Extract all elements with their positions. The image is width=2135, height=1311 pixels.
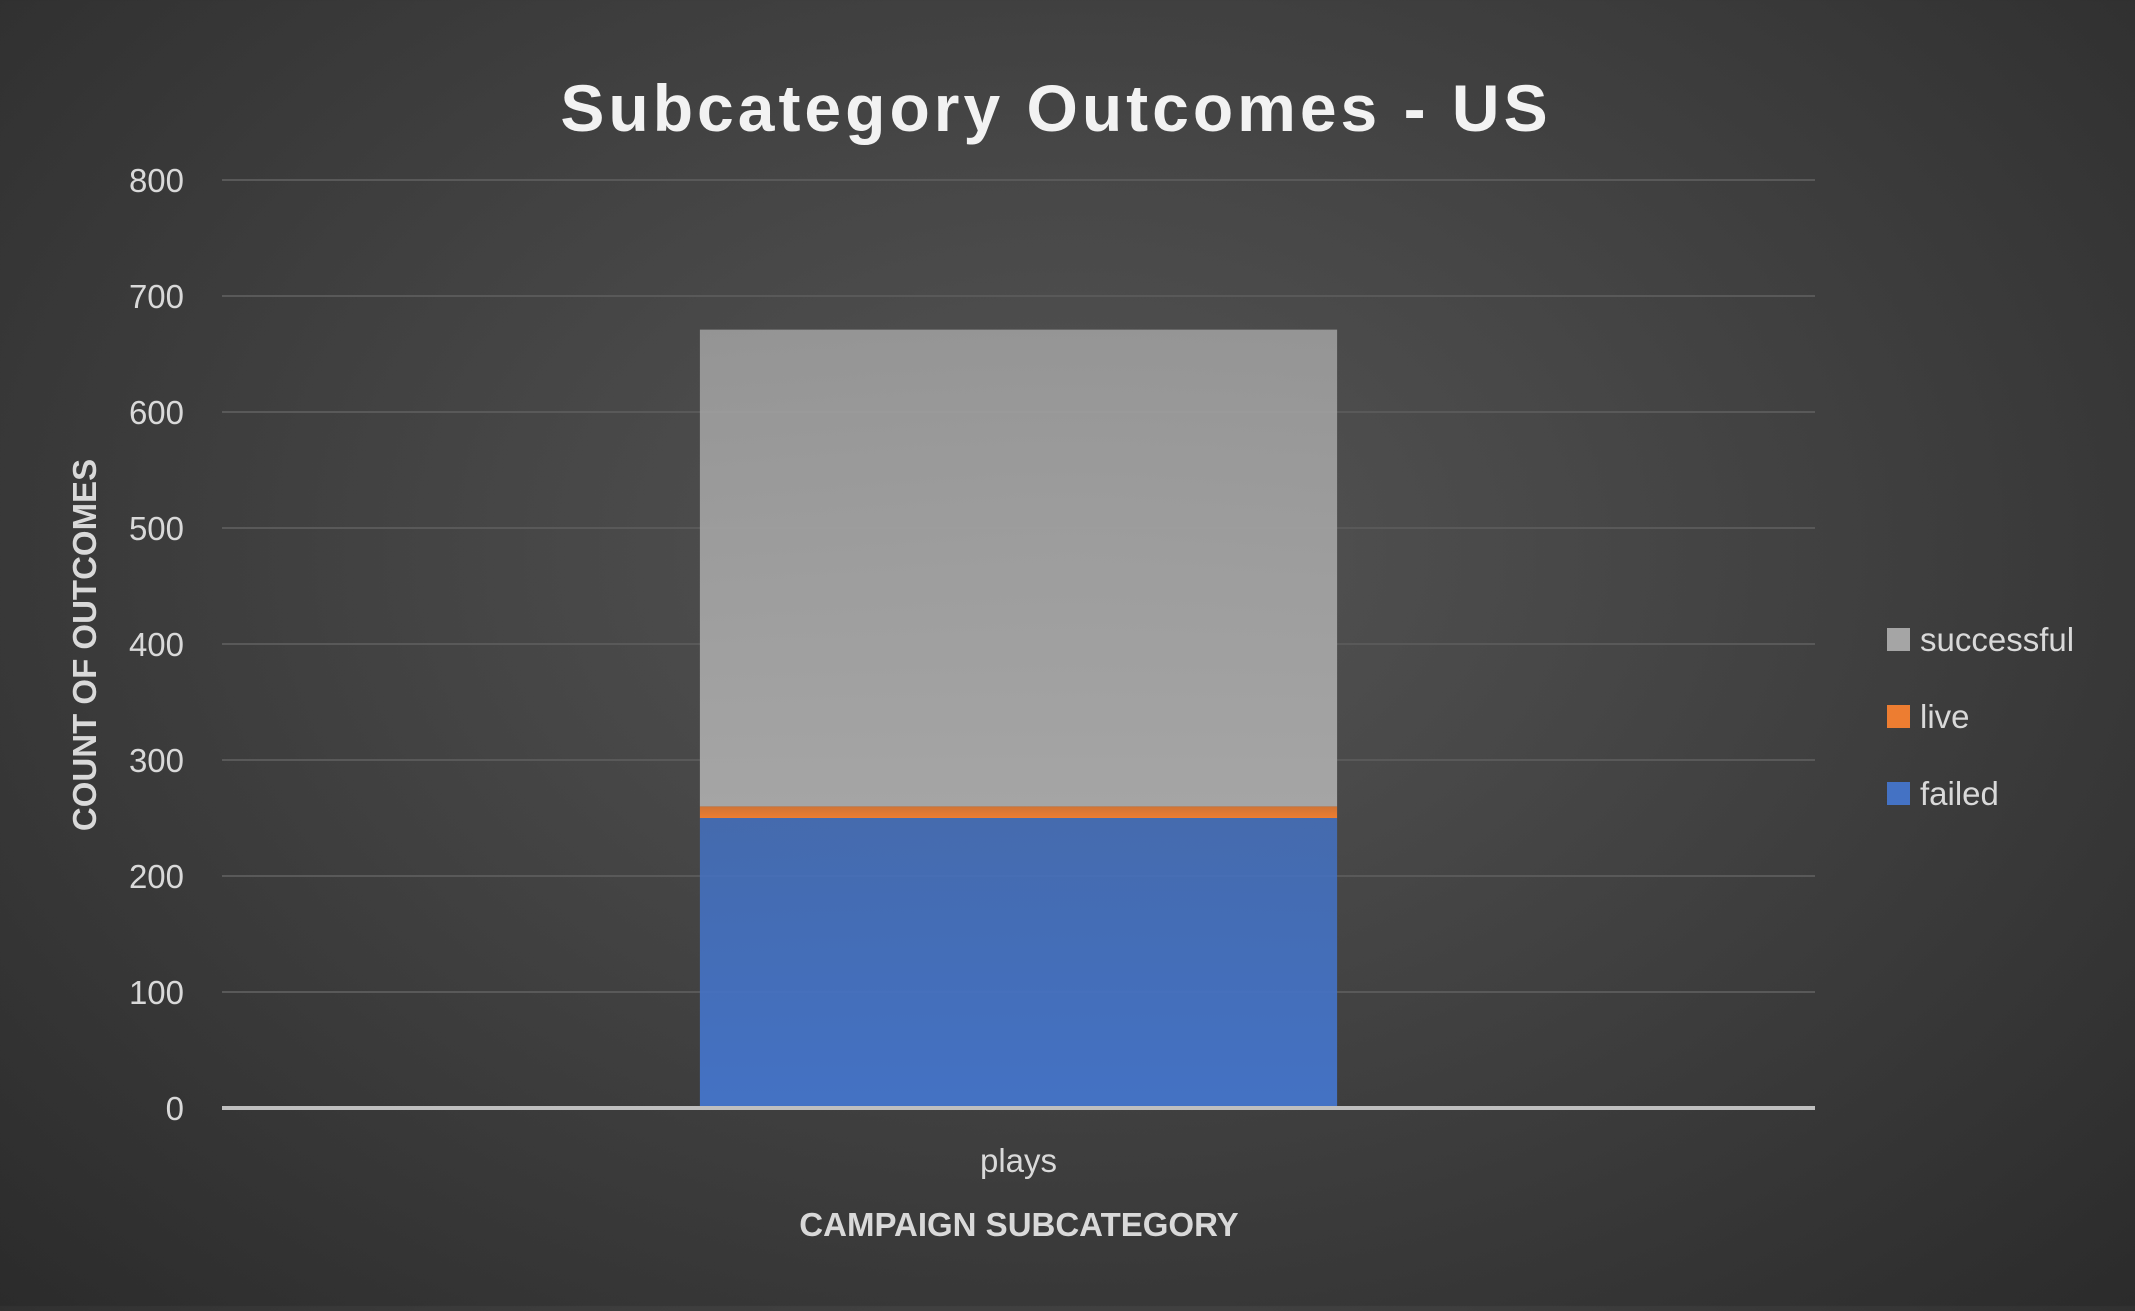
y-tick-label: 400 [129, 626, 184, 663]
x-tick-label: plays [980, 1142, 1057, 1179]
y-tick-label: 700 [129, 278, 184, 315]
legend-label-failed: failed [1920, 775, 1999, 812]
legend-label-live: live [1920, 698, 1970, 735]
legend-swatch-failed [1887, 782, 1910, 805]
legend-label-successful: successful [1920, 621, 2074, 658]
chart-title: Subcategory Outcomes - US [560, 71, 1551, 145]
bars [699, 329, 1338, 1108]
legend-swatch-live [1887, 705, 1910, 728]
legend-swatch-successful [1887, 628, 1910, 651]
y-tick-label: 300 [129, 742, 184, 779]
legend: successful live failed [1887, 621, 2074, 812]
bar-segment-failed [699, 818, 1338, 1108]
y-tick-label: 600 [129, 394, 184, 431]
y-tick-label: 0 [166, 1090, 184, 1127]
bar-segment-successful [699, 329, 1338, 807]
y-tick-label: 200 [129, 858, 184, 895]
y-tick-label: 100 [129, 974, 184, 1011]
y-axis-title: COUNT OF OUTCOMES [66, 459, 103, 831]
axes: 0 100 200 300 400 500 600 700 800 plays [129, 162, 1815, 1179]
bar-segment-live [699, 806, 1338, 818]
x-axis-title: CAMPAIGN SUBCATEGORY [799, 1206, 1238, 1243]
y-tick-label: 800 [129, 162, 184, 199]
y-tick-label: 500 [129, 510, 184, 547]
